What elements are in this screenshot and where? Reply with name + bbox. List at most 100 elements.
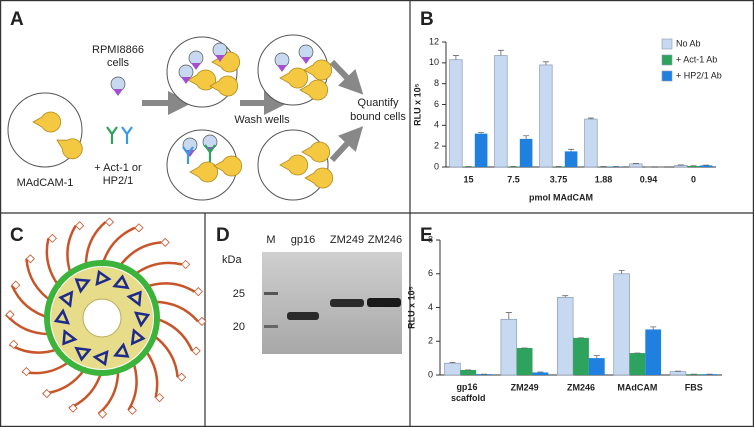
x-tick-label: 15	[463, 174, 473, 184]
panel-letter: E	[420, 225, 433, 246]
ring-outer	[44, 260, 160, 376]
y-tick-label: 12	[429, 36, 439, 46]
panel-letter: C	[10, 225, 24, 246]
y-axis-label: RLU x 10⁵	[406, 286, 416, 329]
structure-render	[5, 217, 207, 419]
x-tick-label: MAdCAM	[617, 382, 657, 392]
y-tick-label: 4	[428, 302, 433, 312]
error-bar	[562, 295, 569, 298]
error-bar	[593, 355, 600, 359]
spike-tip	[191, 346, 201, 356]
error-bar	[542, 61, 549, 65]
legend-label: No Ab	[676, 38, 701, 48]
panel-letter: A	[10, 9, 24, 30]
spike	[143, 347, 159, 398]
y-tick-label: 0	[428, 369, 433, 379]
bar	[699, 165, 713, 167]
x-tick-label: ZM249	[511, 382, 539, 392]
spike-tip	[68, 403, 78, 413]
bar	[532, 372, 549, 375]
bar	[519, 138, 533, 167]
diagram-label: bound cells	[350, 111, 406, 123]
subunit	[95, 269, 112, 287]
assay-diagram	[7, 34, 364, 201]
bar	[516, 348, 533, 375]
diagram-label: HP2/1	[103, 175, 134, 187]
legend-swatch	[661, 70, 673, 82]
x-tick-label: 1.88	[595, 174, 613, 184]
gel-lane: gp16	[291, 234, 315, 246]
core-edge	[82, 298, 122, 338]
bar	[687, 165, 700, 167]
legend-label: + Act-1 Ab	[676, 54, 717, 64]
spike-tip	[11, 280, 21, 290]
legend-swatch	[661, 38, 673, 50]
bar	[564, 151, 578, 167]
error-bar	[632, 162, 639, 164]
panel-letter: B	[420, 9, 434, 30]
spike-tip	[75, 221, 85, 231]
subunit	[113, 342, 130, 358]
diagram-label: cells	[107, 57, 130, 69]
gel-image	[262, 252, 402, 354]
bar	[613, 273, 630, 376]
y-tick-label: 8	[428, 234, 433, 244]
spike-tip	[177, 372, 187, 382]
subunit	[74, 278, 91, 294]
bar	[556, 297, 574, 376]
error-bar	[675, 370, 682, 372]
x-tick-label: 0.94	[640, 174, 658, 184]
diagram-label: MAdCAM-1	[17, 177, 74, 189]
bar	[449, 59, 463, 168]
gel-unit: kDa	[222, 254, 242, 266]
panel-letter: D	[216, 225, 230, 246]
x-tick-label: 0	[691, 174, 696, 184]
spike-tip	[5, 309, 15, 320]
bar	[674, 165, 688, 168]
y-tick-label: 0	[434, 161, 439, 171]
error-bar	[537, 371, 544, 373]
subunit	[58, 290, 74, 308]
spike-tip	[25, 254, 35, 264]
spike	[131, 261, 182, 277]
x-tick-label: FBS	[685, 382, 703, 392]
diagram-label: RPMI8866	[92, 44, 144, 56]
x-tick-label: 3.75	[550, 174, 568, 184]
y-tick-label: 8	[434, 78, 439, 88]
bar	[584, 118, 598, 168]
spike-tip	[181, 259, 191, 269]
bar	[573, 337, 589, 375]
subunit	[133, 311, 151, 328]
spike	[45, 238, 61, 289]
diagram-label: Quantify	[358, 97, 399, 109]
y-tick-label: 10	[429, 57, 439, 67]
error-bar	[568, 148, 575, 152]
legend-swatch	[661, 54, 673, 66]
spike-tip	[134, 223, 144, 233]
error-bar	[618, 269, 625, 274]
x-tick-label: ZM246	[567, 382, 595, 392]
error-bar	[449, 361, 456, 364]
bar	[645, 329, 662, 375]
gel-lane: M	[266, 234, 275, 246]
subunit	[126, 290, 142, 307]
y-tick-label: 6	[428, 268, 433, 278]
error-bar	[452, 55, 459, 60]
bar	[444, 362, 461, 376]
gel-lane: ZM249	[330, 234, 364, 246]
spike-tip	[47, 233, 57, 243]
bar	[629, 353, 646, 375]
x-tick-label: gp16 scaffold	[451, 382, 486, 403]
bar	[539, 64, 553, 168]
spike-tip	[42, 389, 52, 399]
y-tick-label: 6	[434, 99, 439, 109]
error-bar	[677, 164, 684, 166]
y-tick-label: 2	[434, 141, 439, 151]
gel-lane: ZM246	[368, 234, 402, 246]
gel-marker: 20	[233, 321, 245, 333]
bar	[588, 358, 605, 375]
subunit	[74, 346, 92, 362]
spike-tip	[155, 393, 165, 403]
error-bar	[478, 132, 485, 134]
